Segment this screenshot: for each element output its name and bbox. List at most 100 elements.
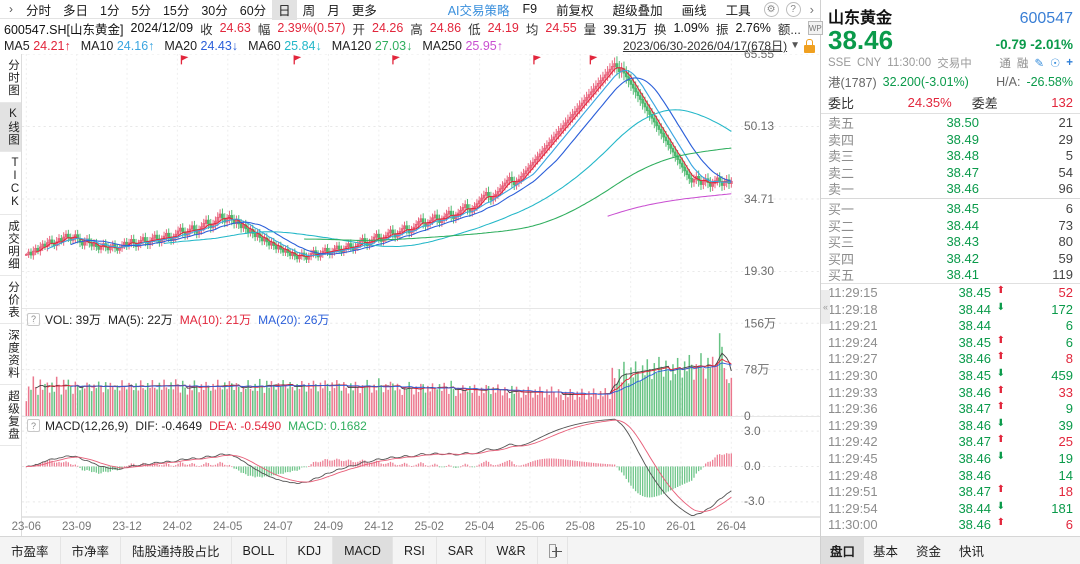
indicator-tab-KDJ[interactable]: KDJ xyxy=(287,537,334,564)
period-周[interactable]: 周 xyxy=(302,3,316,18)
ratio-label: 委比 xyxy=(828,96,855,112)
avg-label: 均 xyxy=(525,22,539,37)
tick-row: 11:29:48 38.46 14 xyxy=(821,467,1080,484)
date-range-group[interactable]: 2023/06/30-2026/04/17(678日) ▼ xyxy=(623,37,820,54)
x-axis-label: 24-12 xyxy=(364,520,394,533)
tick-price: 38.44 ⬇ xyxy=(958,301,1005,317)
quote-time: 11:30:00 xyxy=(887,57,932,70)
arrow-up-icon: ⬆ xyxy=(996,401,1005,413)
period-60分[interactable]: 60分 xyxy=(239,3,267,18)
sidebar-item-分时图[interactable]: 分时图 xyxy=(0,54,21,103)
ai-strategy-button[interactable]: AI交易策略 xyxy=(447,3,510,18)
price-change: -0.79 -2.01% xyxy=(996,37,1073,52)
tick-time: 11:30:00 xyxy=(828,517,878,533)
sidebar-item-深度资料[interactable]: 深度资料 xyxy=(0,324,21,385)
ask-row[interactable]: 卖五 38.50 21 xyxy=(821,114,1080,131)
chevron-down-icon[interactable]: ▼ xyxy=(790,40,800,51)
f9-button[interactable]: F9 xyxy=(522,2,538,16)
help-icon[interactable]: ? xyxy=(27,312,40,326)
bid-row[interactable]: 买三 38.43 80 xyxy=(821,233,1080,250)
indicator-tab-RSI[interactable]: RSI xyxy=(393,537,437,564)
help-icon[interactable]: ? xyxy=(785,1,801,17)
plus-icon[interactable]: + xyxy=(1066,57,1073,70)
tick-price: 38.44 ⬇ xyxy=(958,500,1005,516)
wp-icon[interactable]: WP xyxy=(807,21,823,35)
level-qty: 119 xyxy=(1052,267,1073,283)
x-axis-label: 24-05 xyxy=(213,520,243,533)
lock-icon[interactable] xyxy=(803,38,816,53)
rong-badge[interactable]: 融 xyxy=(1016,58,1029,71)
period-分时[interactable]: 分时 xyxy=(26,3,52,18)
period-5分[interactable]: 5分 xyxy=(131,3,151,18)
period-多日[interactable]: 多日 xyxy=(63,3,89,18)
date-range-label[interactable]: 2023/06/30-2026/04/17(678日) xyxy=(622,39,788,53)
indicator-tab-市盈率[interactable]: 市盈率 xyxy=(0,537,61,564)
indicator-tab-W&R[interactable]: W&R xyxy=(486,537,538,564)
name-row: 山东黄金 600547 xyxy=(828,4,1073,28)
draw-button[interactable]: 画线 xyxy=(681,3,707,18)
indicator-tab-SAR[interactable]: SAR xyxy=(437,537,486,564)
level-qty: 5 xyxy=(1065,148,1073,164)
level-qty: 21 xyxy=(1058,115,1073,131)
period-月[interactable]: 月 xyxy=(327,3,340,18)
ratio-value: 24.35% xyxy=(907,95,952,111)
sidebar-item-分价表[interactable]: 分价表 xyxy=(0,276,21,324)
add-indicator-icon[interactable] xyxy=(538,537,568,564)
period-15分[interactable]: 15分 xyxy=(162,3,190,18)
indicator-tab-市净率[interactable]: 市净率 xyxy=(61,537,122,564)
overlay-button[interactable]: 超级叠加 xyxy=(612,3,663,18)
bid-row[interactable]: 买一 38.45 6 xyxy=(821,200,1080,217)
indicator-tab-MACD[interactable]: MACD xyxy=(333,537,393,564)
panel-tab-快讯[interactable]: 快讯 xyxy=(959,545,985,559)
panel-tab-盘口[interactable]: 盘口 xyxy=(821,537,865,564)
ask-row[interactable]: 卖一 38.46 96 xyxy=(821,181,1080,197)
period-30分[interactable]: 30分 xyxy=(201,3,228,18)
panel-tab-资金[interactable]: 资金 xyxy=(916,545,942,559)
volume-pane[interactable]: ? VOL: 39万 MA(5): 22万 MA(10): 21万 MA(20): 2… xyxy=(22,308,820,423)
period-1分[interactable]: 1分 xyxy=(100,3,120,18)
chart-panes: 65.55 50.13 34.71 19.30 ? VOL: 39万 MA(5): 22… xyxy=(12,47,820,536)
bell-icon[interactable]: ☉ xyxy=(1049,58,1061,71)
adjust-button[interactable]: 前复权 xyxy=(556,3,594,18)
indicator-tab-BOLL[interactable]: BOLL xyxy=(232,537,287,564)
tick-row: 11:29:42 38.47 ⬆ 25 xyxy=(821,434,1080,451)
level-qty: 73 xyxy=(1058,217,1073,233)
sidebar-item-超级复盘[interactable]: 超级复盘 xyxy=(0,385,21,446)
ask-row[interactable]: 卖二 38.47 54 xyxy=(821,164,1080,181)
macd-pane[interactable]: ? MACD(12,26,9) DIF: -0.4649 DEA: -0.5490 M… xyxy=(22,416,820,517)
tick-price: 38.46 ⬇ xyxy=(958,450,1005,466)
collapse-panel-icon[interactable]: « xyxy=(821,290,830,325)
help-icon[interactable]: ? xyxy=(27,419,40,433)
arrow-down-icon: ⬇ xyxy=(996,417,1005,429)
tools-button[interactable]: 工具 xyxy=(725,3,751,18)
orderbook-divider xyxy=(821,198,1080,200)
period-更多[interactable]: 更多 xyxy=(351,3,377,18)
bid-row[interactable]: 买四 38.42 59 xyxy=(821,250,1080,267)
sidebar-item-K线图[interactable]: K线图 xyxy=(0,102,21,152)
tong-badge[interactable]: 通 xyxy=(999,58,1011,71)
price-pane[interactable]: 65.55 50.13 34.71 19.30 xyxy=(22,47,820,309)
tick-volume: 19 xyxy=(1058,450,1073,466)
indicator-tab-陆股通持股占比[interactable]: 陆股通持股占比 xyxy=(121,537,232,564)
tick-row: 11:29:45 38.46 ⬇ 19 xyxy=(821,450,1080,467)
bid-row[interactable]: 买五 38.41 119 xyxy=(821,267,1080,283)
tick-list[interactable]: « 11:29:15 38.45 ⬆ 52 11:29:18 38.44 ⬇ 172 11:29… xyxy=(821,283,1080,536)
x-axis-label: 25-04 xyxy=(464,520,495,533)
tick-volume: 6 xyxy=(1065,318,1073,334)
ask-row[interactable]: 卖三 38.48 5 xyxy=(821,147,1080,164)
pencil-icon[interactable]: ✎ xyxy=(1034,58,1044,71)
tick-row: 11:29:54 38.44 ⬇ 181 xyxy=(821,500,1080,517)
gear-icon[interactable]: ⚙ xyxy=(763,1,779,17)
x-axis-label: 24-09 xyxy=(313,520,344,533)
sidebar-item-TICK[interactable]: TICK xyxy=(0,152,21,215)
sidebar-item-成交明细[interactable]: 成交明细 xyxy=(0,215,21,276)
ask-row[interactable]: 卖四 38.49 29 xyxy=(821,131,1080,148)
tick-row: 11:30:00 38.46 ⬆ 6 xyxy=(821,517,1080,534)
tick-time: 11:29:18 xyxy=(828,301,878,317)
panel-tab-基本[interactable]: 基本 xyxy=(873,545,899,559)
period-日[interactable]: 日 xyxy=(272,0,297,20)
bid-row[interactable]: 买二 38.44 73 xyxy=(821,217,1080,234)
toolbar-collapse-icon[interactable]: › xyxy=(9,2,13,16)
chevron-right-icon[interactable]: › xyxy=(809,1,814,17)
tick-row: 11:29:21 38.44 6 xyxy=(821,317,1080,334)
